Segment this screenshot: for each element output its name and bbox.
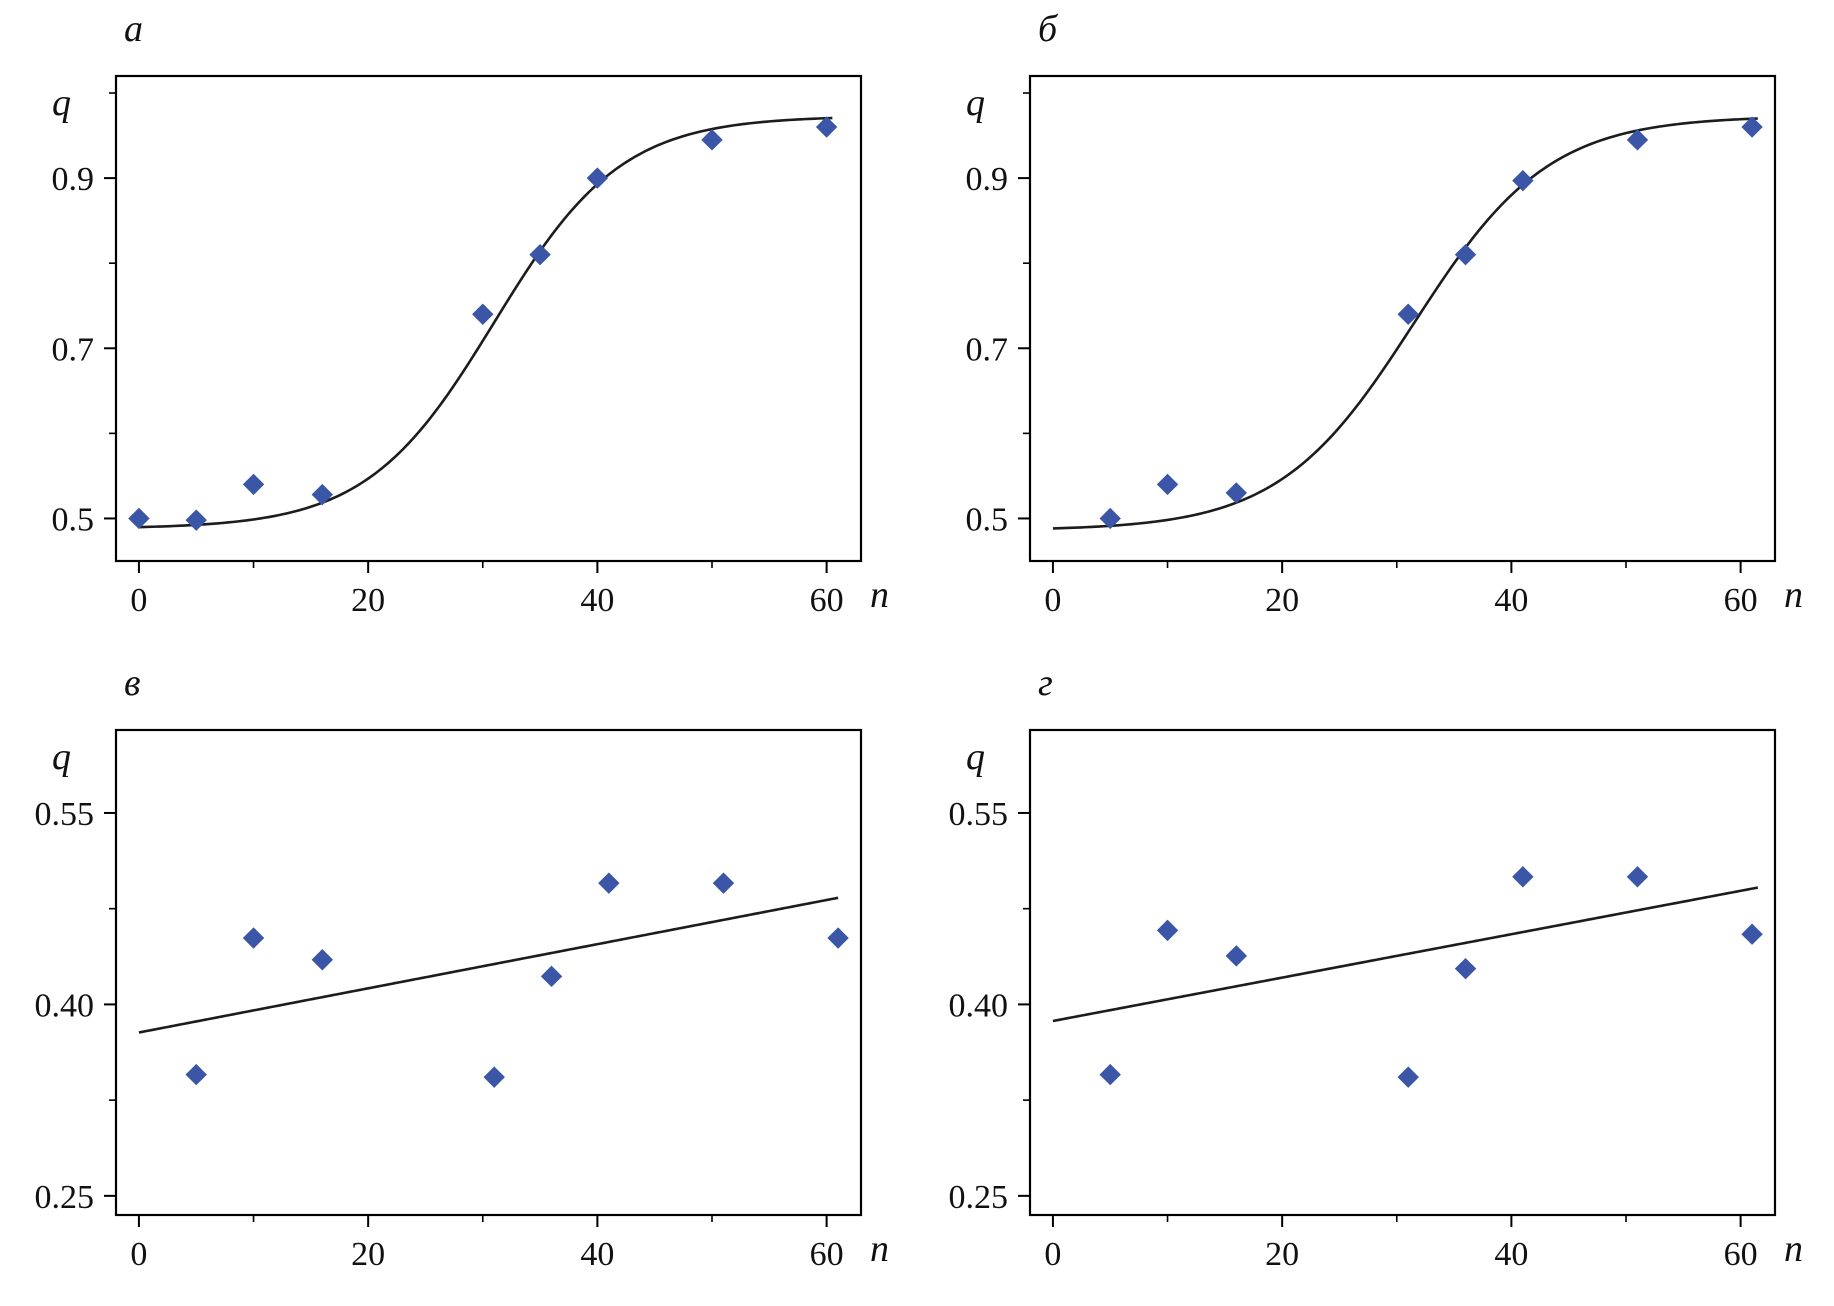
panel-label-a: а [124, 8, 143, 50]
x-axis-label-g: n [1784, 1228, 1803, 1270]
panel-g: г q n 0 20 40 60 0.25 0.40 0.55 [920, 660, 1820, 1300]
x-axis-label-v: n [870, 1228, 889, 1270]
panel-b: б q n 0 20 40 60 0.5 0.7 0.9 [920, 6, 1820, 646]
svg-text:0: 0 [130, 1236, 147, 1273]
svg-text:60: 60 [1724, 1236, 1758, 1273]
svg-text:60: 60 [810, 582, 844, 619]
svg-text:0.55: 0.55 [35, 796, 95, 833]
panel-a: а q n 0 20 40 60 0.5 0.7 0.9 [6, 6, 906, 646]
chart-canvas-b: 0 20 40 60 0.5 0.7 0.9 [966, 74, 1777, 619]
svg-text:0.55: 0.55 [949, 796, 1009, 833]
svg-text:40: 40 [580, 1236, 614, 1273]
panel-label-g: г [1038, 662, 1053, 704]
chart-canvas-v: 0 20 40 60 0.25 0.40 0.55 [35, 728, 863, 1273]
svg-text:0.25: 0.25 [35, 1179, 95, 1216]
y-axis-label-g: q [966, 736, 985, 778]
svg-text:0.7: 0.7 [966, 331, 1009, 368]
svg-text:0.7: 0.7 [52, 331, 95, 368]
panel-v: в q n 0 20 40 60 0.25 0.40 0.55 [6, 660, 906, 1300]
panel-label-v: в [124, 662, 141, 704]
chart-canvas-a: 0 20 40 60 0.5 0.7 0.9 [52, 74, 863, 619]
svg-text:20: 20 [351, 1236, 385, 1273]
svg-text:0: 0 [1044, 1236, 1061, 1273]
svg-text:40: 40 [580, 582, 614, 619]
y-axis-label-v: q [52, 736, 71, 778]
panel-label-b: б [1038, 8, 1058, 50]
svg-text:40: 40 [1494, 582, 1528, 619]
y-axis-label-b: q [966, 82, 985, 124]
svg-text:0.40: 0.40 [949, 987, 1009, 1024]
svg-text:0.25: 0.25 [949, 1179, 1009, 1216]
svg-text:20: 20 [1265, 1236, 1299, 1273]
svg-text:20: 20 [351, 582, 385, 619]
svg-text:40: 40 [1494, 1236, 1528, 1273]
x-axis-label-a: n [870, 574, 889, 616]
svg-text:0.9: 0.9 [966, 161, 1009, 198]
svg-text:0: 0 [1044, 582, 1061, 619]
svg-text:60: 60 [810, 1236, 844, 1273]
y-axis-label-a: q [52, 82, 71, 124]
svg-text:0.9: 0.9 [52, 161, 95, 198]
svg-text:60: 60 [1724, 582, 1758, 619]
svg-text:0: 0 [130, 582, 147, 619]
svg-text:0.40: 0.40 [35, 987, 95, 1024]
svg-text:0.5: 0.5 [966, 501, 1009, 538]
chart-canvas-g: 0 20 40 60 0.25 0.40 0.55 [949, 728, 1777, 1273]
svg-text:20: 20 [1265, 582, 1299, 619]
x-axis-label-b: n [1784, 574, 1803, 616]
svg-text:0.5: 0.5 [52, 501, 95, 538]
